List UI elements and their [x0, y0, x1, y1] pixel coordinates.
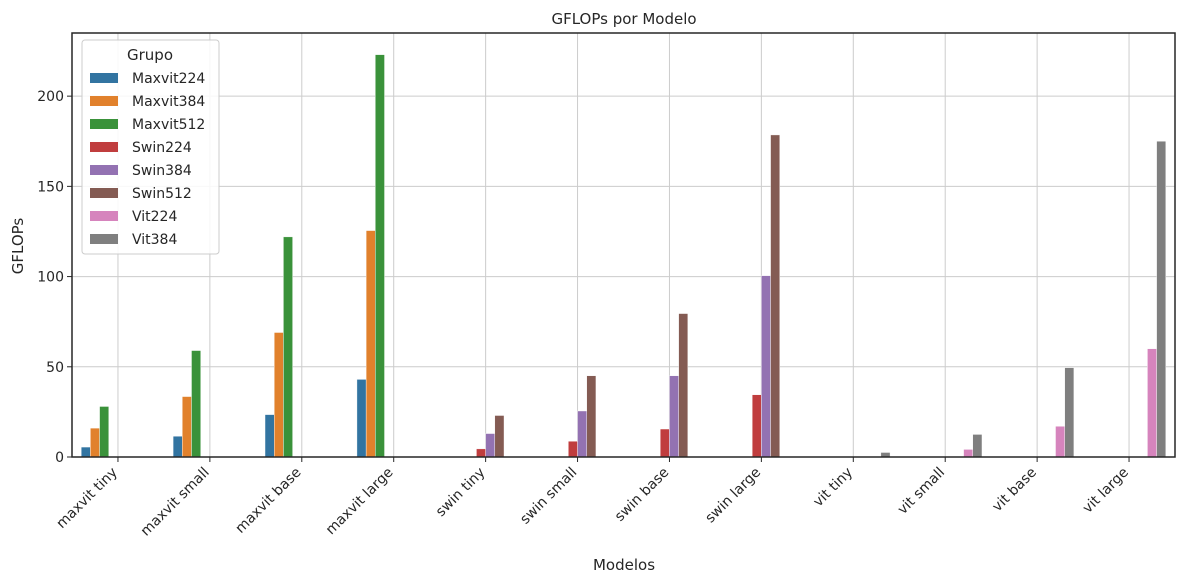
- legend-label: Maxvit512: [132, 117, 205, 133]
- legend-label: Swin224: [132, 140, 192, 156]
- bar: [963, 449, 973, 458]
- legend-label: Swin384: [132, 163, 192, 179]
- x-axis-label: Modelos: [593, 556, 655, 574]
- x-tick-label: maxvit tiny: [54, 465, 121, 532]
- legend-label: Vit224: [132, 209, 177, 225]
- x-tick-label: maxvit small: [138, 465, 213, 540]
- legend-swatch: [90, 234, 118, 244]
- x-tick-label: swin base: [612, 465, 672, 525]
- bar: [476, 448, 486, 458]
- x-tick-label: vit base: [989, 465, 1040, 516]
- x-tick-label: maxvit large: [323, 465, 397, 539]
- x-tick-label: swin tiny: [433, 465, 489, 521]
- bar: [678, 313, 689, 458]
- bar: [761, 275, 771, 458]
- legend-box: [81, 39, 220, 255]
- y-axis-label: GFLOPs: [9, 218, 27, 275]
- bar: [90, 427, 100, 458]
- legend-label: Maxvit224: [132, 71, 205, 87]
- legend-label: Vit384: [132, 232, 177, 248]
- bar: [751, 394, 762, 458]
- bar: [356, 379, 367, 458]
- legend-title: Grupo: [127, 46, 173, 64]
- x-tick-label: vit tiny: [810, 465, 856, 511]
- bar: [485, 433, 496, 458]
- bar: [660, 428, 670, 458]
- legend-swatch: [90, 142, 118, 152]
- bar: [770, 134, 780, 458]
- y-tick-label: 0: [55, 450, 64, 466]
- x-tick-label: vit small: [895, 465, 948, 518]
- bar: [494, 415, 505, 458]
- legend-label: Swin512: [132, 186, 192, 202]
- bar: [669, 375, 679, 458]
- plot-frame: [71, 32, 1176, 458]
- bar: [568, 441, 578, 458]
- y-axis: 0 50 100 150 200: [37, 89, 72, 466]
- bar: [1147, 348, 1157, 458]
- bar: [80, 446, 91, 458]
- bar: [1064, 367, 1075, 458]
- legend-swatch: [90, 96, 118, 106]
- legend-label: Maxvit384: [132, 94, 205, 110]
- legend: Grupo Maxvit224 Maxvit384 Maxvit512 Swin224…: [81, 39, 220, 255]
- legend-swatch: [90, 119, 118, 129]
- x-tick-label: swin large: [702, 465, 764, 527]
- y-tick-label: 50: [46, 360, 64, 376]
- bar: [365, 230, 376, 458]
- bar: [274, 332, 284, 458]
- legend-swatch: [90, 165, 118, 175]
- bar: [375, 54, 385, 458]
- bar: [972, 434, 983, 458]
- bar: [1055, 426, 1065, 458]
- bars: [80, 54, 1167, 458]
- x-axis: maxvit tiny maxvit small maxvit base maxvit…: [54, 457, 1132, 539]
- bar: [577, 410, 587, 458]
- grid-lines: [72, 33, 1175, 458]
- y-tick-label: 100: [37, 270, 64, 286]
- y-tick-label: 150: [37, 179, 64, 195]
- legend-swatch: [90, 188, 118, 198]
- y-tick-label: 200: [37, 89, 64, 105]
- x-tick-label: swin small: [517, 465, 580, 528]
- bar: [283, 236, 293, 458]
- legend-swatch: [90, 73, 118, 83]
- bar: [264, 414, 275, 458]
- bar: [172, 436, 183, 458]
- bar: [1156, 141, 1167, 458]
- chart-title: GFLOPs por Modelo: [551, 10, 696, 28]
- bar: [182, 396, 192, 458]
- legend-swatch: [90, 211, 118, 221]
- bar: [191, 350, 201, 458]
- bar: [99, 406, 109, 458]
- bar: [586, 375, 597, 458]
- x-tick-label: vit large: [1080, 465, 1132, 517]
- legend-items: Maxvit224 Maxvit384 Maxvit512 Swin224 Swin38…: [90, 71, 205, 248]
- x-tick-label: maxvit base: [232, 465, 304, 537]
